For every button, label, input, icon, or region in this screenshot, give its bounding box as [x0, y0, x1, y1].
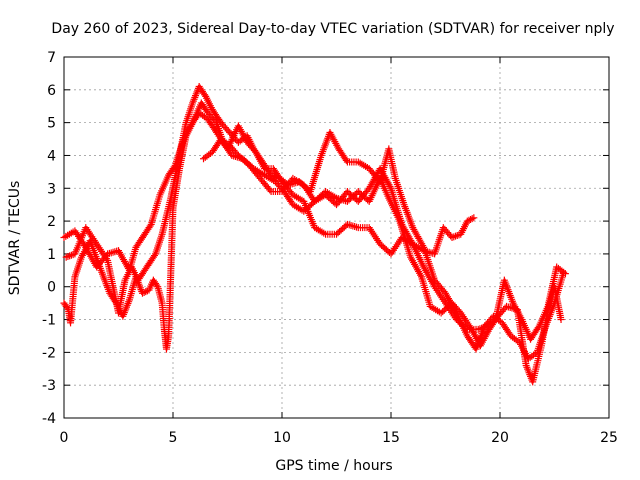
x-tick-label: 20 [491, 430, 509, 446]
y-tick-label: 6 [47, 83, 56, 99]
data-point [146, 222, 154, 230]
data-point [462, 324, 470, 332]
x-tick-label: 25 [600, 430, 618, 446]
data-point [233, 150, 241, 158]
data-point [465, 216, 473, 224]
y-axis-label: SDTVAR / TECUs [7, 181, 23, 296]
data-point [467, 215, 475, 223]
data-points [60, 83, 569, 386]
data-point [468, 215, 476, 223]
data-point [470, 214, 478, 222]
y-tick-label: -3 [42, 378, 56, 394]
data-point [138, 289, 146, 297]
data-point [201, 91, 209, 99]
axis-ticks [63, 56, 610, 419]
x-tick-label: 15 [382, 430, 400, 446]
data-point [266, 186, 274, 194]
x-tick-label: 0 [60, 430, 69, 446]
data-point [342, 156, 350, 164]
y-tick-label: 3 [47, 181, 56, 197]
y-tick-label: 5 [47, 116, 56, 132]
y-tick-label: 7 [47, 50, 56, 66]
x-tick-label: 5 [169, 430, 178, 446]
y-tick-label: -2 [42, 345, 56, 361]
chart-title: Day 260 of 2023, Sidereal Day-to-day VTE… [51, 21, 614, 37]
data-point [140, 288, 148, 296]
data-point [561, 270, 569, 278]
y-tick-label: 2 [47, 214, 56, 230]
x-tick-labels: 0 5 10 15 20 25 [60, 430, 618, 446]
y-tick-label: -1 [42, 313, 56, 329]
data-point [111, 297, 119, 305]
y-tick-label: 0 [47, 280, 56, 296]
data-point [534, 324, 542, 332]
data-point [557, 316, 565, 324]
series-1 [60, 99, 565, 386]
data-point [142, 288, 150, 296]
x-axis-label: GPS time / hours [275, 458, 392, 474]
y-tick-label: -4 [42, 411, 56, 427]
x-tick-label: 10 [273, 430, 291, 446]
series-4 [200, 135, 569, 343]
data-point [153, 281, 161, 289]
data-point [150, 252, 158, 260]
y-tick-label: 4 [47, 148, 56, 164]
data-point [463, 217, 471, 225]
y-tick-label: 1 [47, 247, 56, 263]
y-tick-labels: -4 -3 -2 -1 0 1 2 3 4 5 6 7 [42, 50, 56, 427]
